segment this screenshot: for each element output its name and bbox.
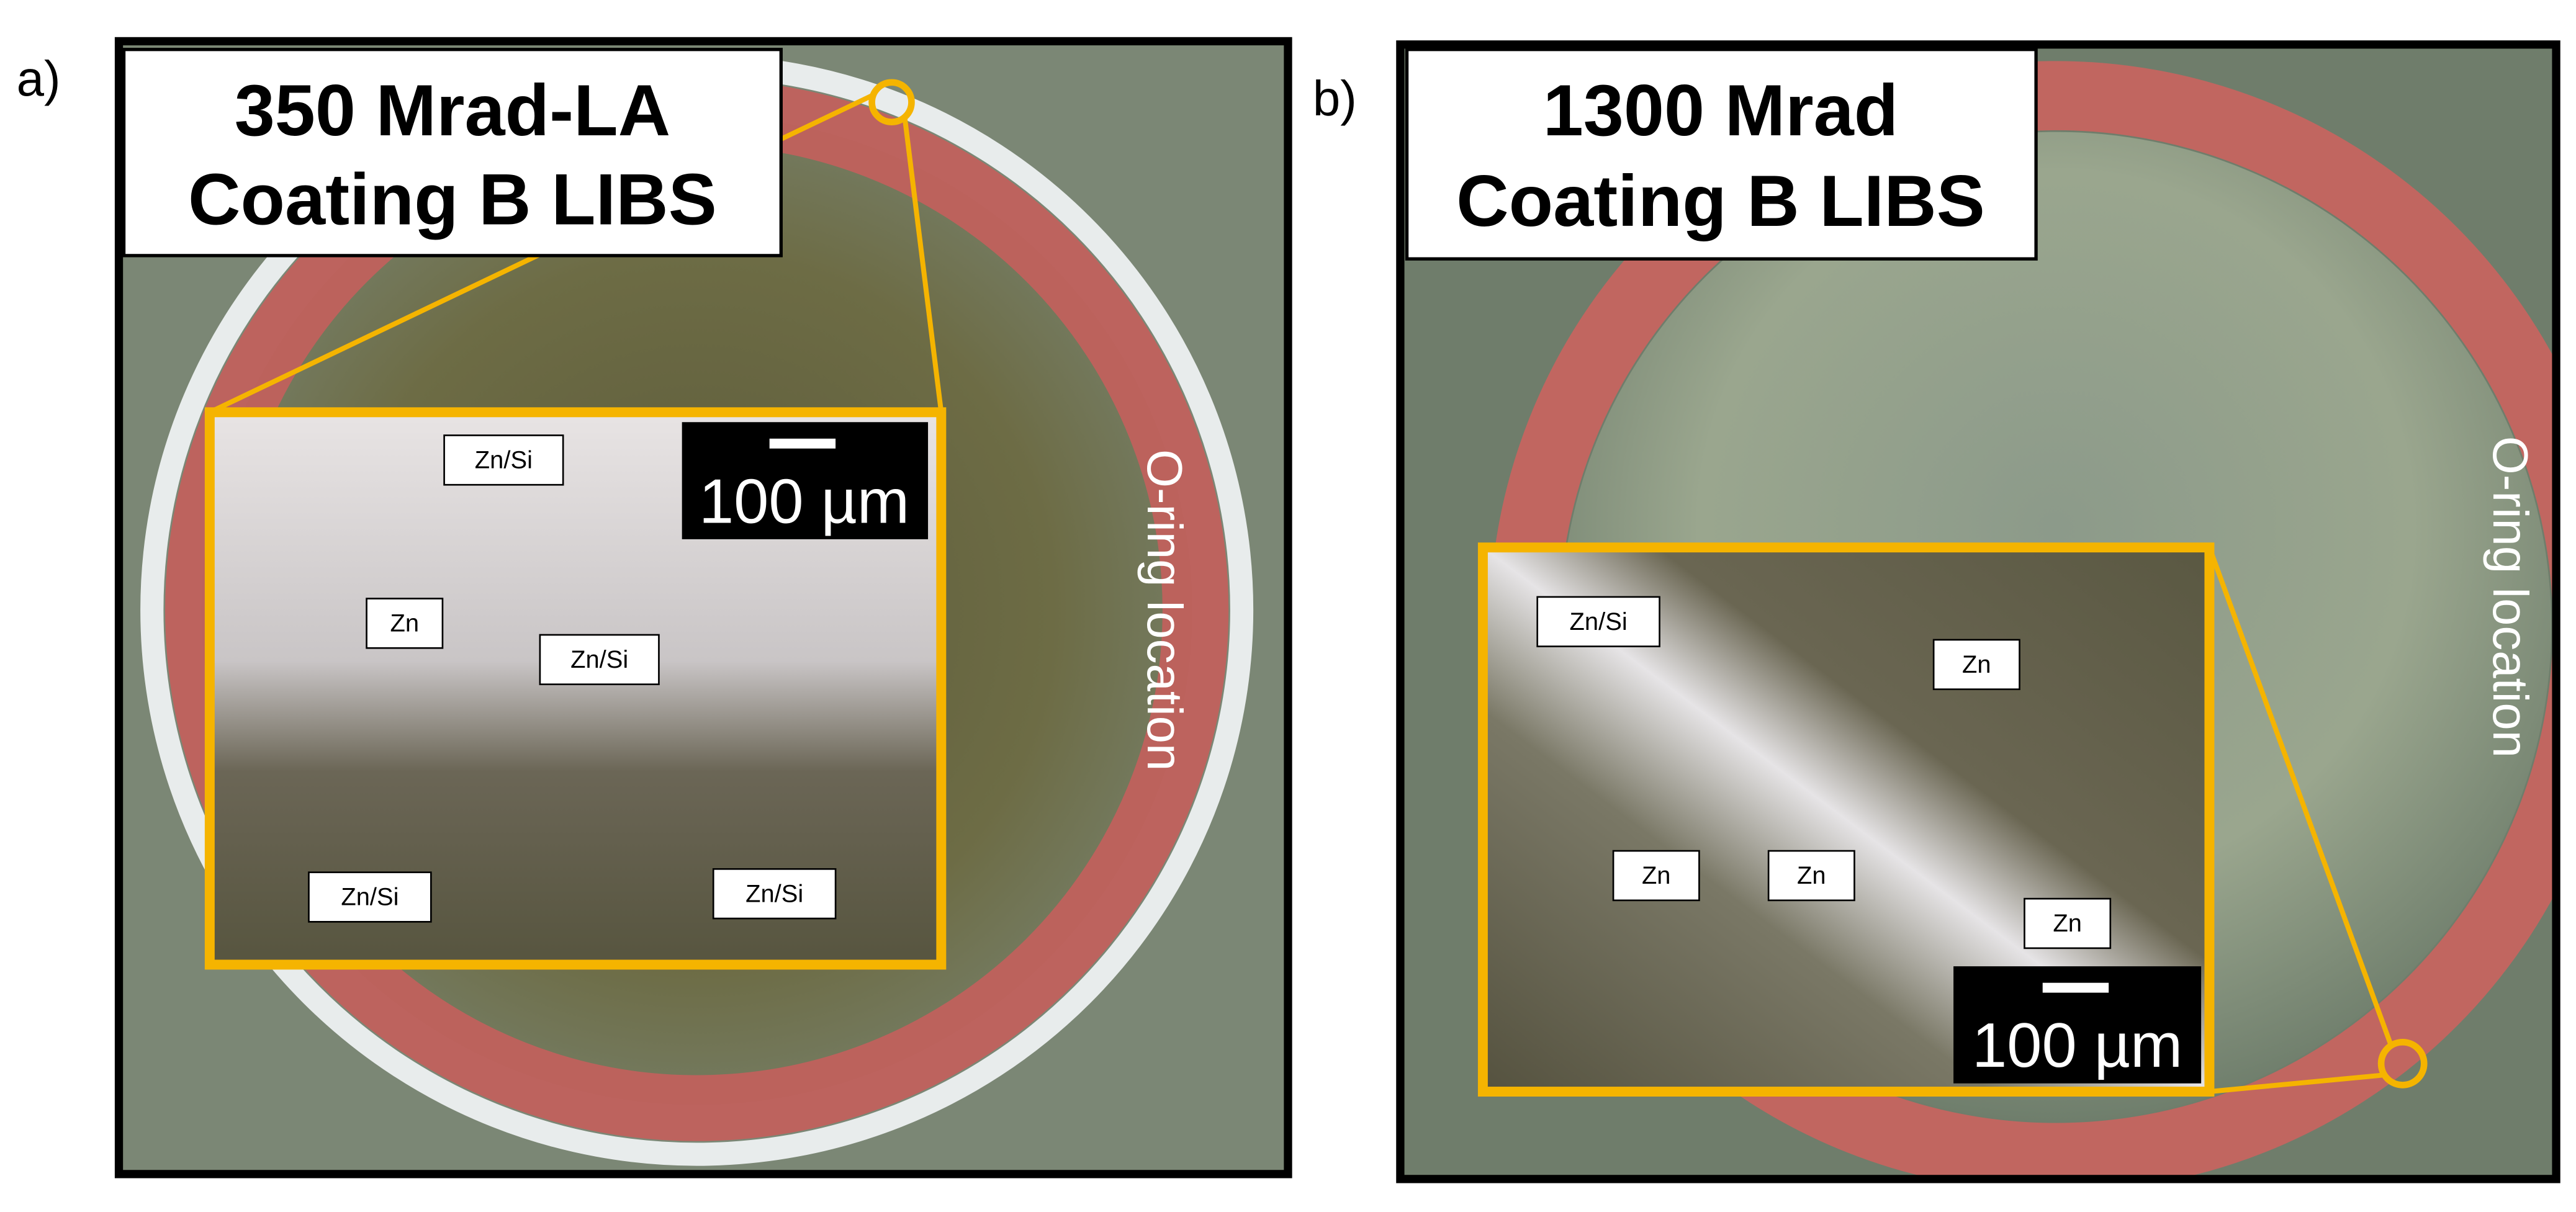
zoom-circle — [868, 79, 915, 125]
tags: Zn/Si Zn Zn/Si Zn/Si Zn/Si — [308, 434, 837, 923]
tag: Zn — [2053, 910, 2082, 937]
title-box — [1405, 48, 2038, 261]
zoom-line — [902, 118, 944, 413]
zoom-line — [2209, 1072, 2384, 1094]
title: 350 Mrad-LA — [235, 70, 670, 151]
zoom-line — [2207, 546, 2394, 1046]
tag: Zn/Si — [570, 646, 628, 673]
panel-label: a) — [17, 51, 61, 106]
scale-text: 100 µm — [1972, 1011, 2182, 1080]
title-box — [122, 48, 783, 258]
tags: Zn/Si Zn Zn Zn Zn — [1536, 596, 2112, 949]
tag: Zn — [1642, 862, 1671, 889]
title: Coating B LIBS — [1456, 160, 1985, 241]
scale-bar — [769, 438, 836, 449]
ring-label: O-ring location — [1137, 449, 1192, 771]
scale-text: 100 µm — [699, 467, 909, 536]
frame — [114, 37, 1292, 1178]
ring-label: O-ring location — [2483, 436, 2538, 758]
frame — [1396, 40, 2560, 1183]
tag: Zn — [390, 610, 419, 637]
zoom-circle — [2377, 1039, 2428, 1089]
tag: Zn/Si — [341, 884, 399, 911]
tag: Zn/Si — [745, 880, 803, 907]
tag: Zn — [1962, 651, 1991, 678]
scale-bar — [2042, 982, 2109, 993]
tag: Zn — [1797, 862, 1826, 889]
panel-label: b) — [1313, 71, 1357, 126]
tag: Zn/Si — [475, 447, 533, 474]
title: Coating B LIBS — [188, 158, 717, 240]
tag: Zn/Si — [1570, 608, 1628, 635]
title: 1300 Mrad — [1543, 70, 1899, 151]
